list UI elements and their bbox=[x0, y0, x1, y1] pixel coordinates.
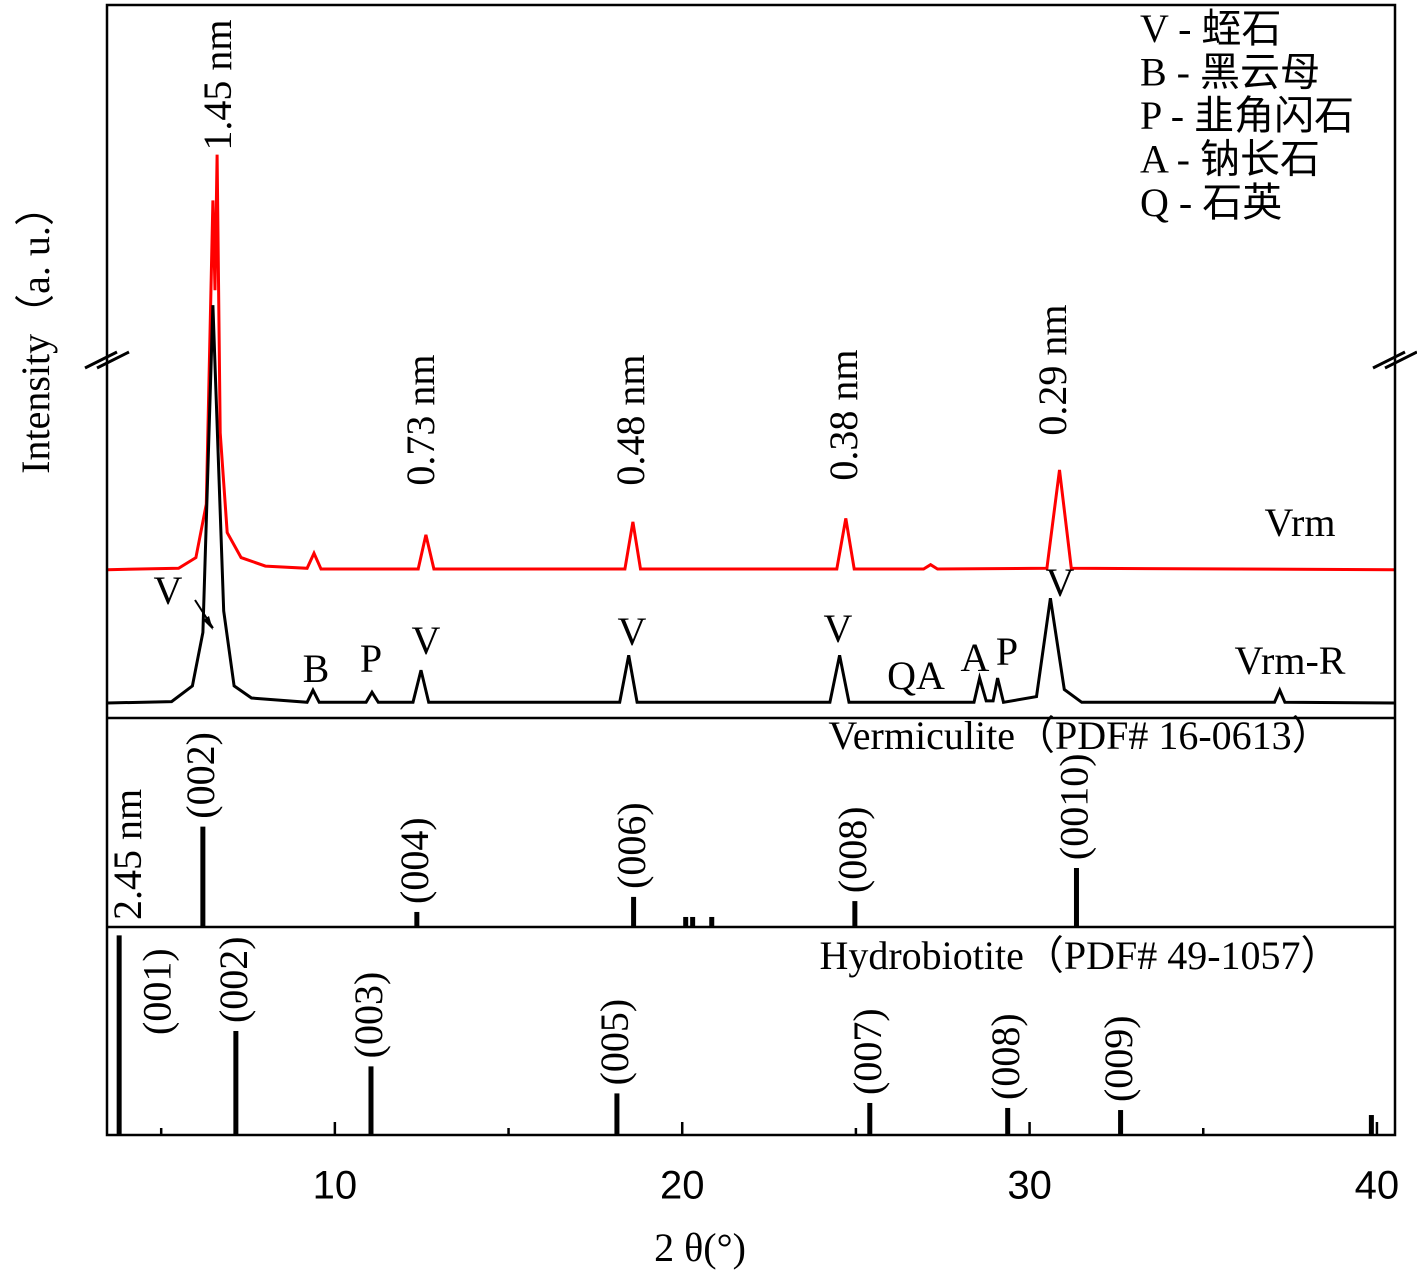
axis-break bbox=[1384, 350, 1417, 370]
phase-label: V bbox=[1046, 560, 1075, 605]
x-tick-label: 10 bbox=[313, 1164, 358, 1208]
hkl-label: (007) bbox=[845, 1008, 890, 1095]
phase-label: V bbox=[412, 618, 441, 663]
d-spacing-label: 0.48 nm bbox=[608, 354, 653, 485]
plot-frame bbox=[105, 3, 1397, 1137]
series-label: Vrm-R bbox=[1235, 638, 1346, 683]
hkl-label: (009) bbox=[1096, 1015, 1141, 1102]
legend-entry: V - 蛭石 bbox=[1140, 6, 1281, 51]
phase-label: V bbox=[154, 568, 183, 613]
arrow-head bbox=[203, 616, 213, 630]
hkl-label: (008) bbox=[983, 1013, 1028, 1100]
panel-title: Hydrobiotite（PDF# 49-1057） bbox=[819, 933, 1340, 978]
legend-entry: P - 韭角闪石 bbox=[1140, 93, 1354, 138]
hkl-label: (005) bbox=[592, 999, 637, 1086]
phase-label: B bbox=[303, 646, 330, 691]
d-spacing-label: 0.29 nm bbox=[1030, 304, 1075, 435]
phase-label: P bbox=[360, 636, 382, 681]
x-tick-label: 20 bbox=[660, 1164, 705, 1208]
phase-label: P bbox=[996, 629, 1018, 674]
hkl-label: (0010) bbox=[1052, 753, 1097, 860]
hkl-label: (001) bbox=[134, 948, 179, 1035]
y-axis-label: Intensity（a. u.） bbox=[13, 186, 58, 474]
d-spacing-label: 1.45 nm bbox=[195, 19, 240, 150]
legend-entry: A - 钠长石 bbox=[1140, 137, 1320, 182]
hkl-label: (002) bbox=[211, 936, 256, 1023]
phase-label: V bbox=[824, 606, 853, 651]
hkl-label: (006) bbox=[609, 802, 654, 889]
axis-break bbox=[96, 350, 130, 370]
phase-label: A bbox=[961, 635, 990, 680]
axis-break bbox=[84, 350, 118, 370]
xrd-line bbox=[106, 154, 1396, 572]
d-spacing-label: 0.38 nm bbox=[821, 349, 866, 480]
legend-entry: B - 黑云母 bbox=[1140, 50, 1320, 95]
hkl-label: (002) bbox=[178, 732, 223, 819]
phase-label: V bbox=[618, 609, 647, 654]
d-spacing-label: 2.45 nm bbox=[105, 789, 150, 920]
x-axis-label: 2 θ(°) bbox=[654, 1225, 746, 1270]
hkl-label: (008) bbox=[830, 806, 875, 893]
hkl-label: (003) bbox=[346, 972, 391, 1059]
phase-label: QA bbox=[887, 653, 945, 698]
xrd-line bbox=[106, 305, 1396, 705]
panel-title: Vermiculite（PDF# 16-0613） bbox=[828, 713, 1331, 758]
x-tick-label: 40 bbox=[1355, 1164, 1400, 1208]
x-tick-label: 30 bbox=[1007, 1164, 1052, 1208]
series-label: Vrm bbox=[1265, 500, 1336, 545]
legend-entry: Q - 石英 bbox=[1140, 180, 1282, 225]
axis-break bbox=[1372, 350, 1406, 370]
hkl-label: (004) bbox=[392, 817, 437, 904]
d-spacing-label: 0.73 nm bbox=[398, 354, 443, 485]
